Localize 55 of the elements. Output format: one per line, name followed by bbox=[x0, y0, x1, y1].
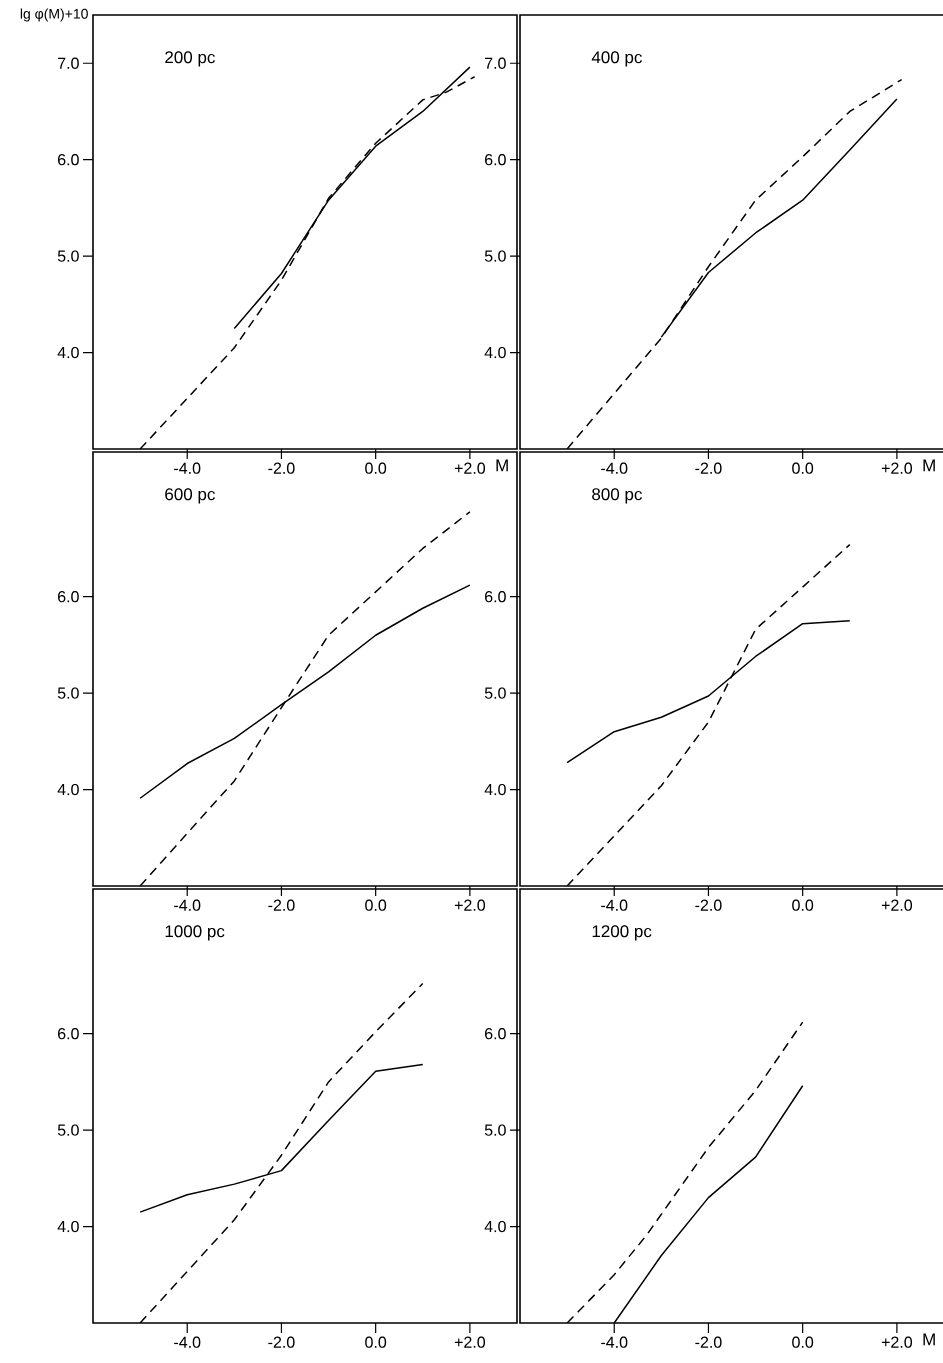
x-tick-label: -2.0 bbox=[268, 462, 295, 474]
x-tick-label: -4.0 bbox=[174, 462, 201, 474]
x-axis-title: M bbox=[923, 459, 935, 472]
x-tick-label: +2.0 bbox=[881, 462, 913, 474]
text: 1200 pc bbox=[592, 925, 652, 941]
x-tick-label: -2.0 bbox=[695, 462, 722, 474]
x-tick-label: -2.0 bbox=[268, 1336, 295, 1348]
y-tick-label: 7.0 bbox=[485, 57, 506, 69]
x-tick-label: 0.0 bbox=[792, 462, 814, 474]
x-tick-label: -2.0 bbox=[695, 899, 722, 911]
x-tick-label: +2.0 bbox=[454, 899, 486, 911]
y-tick-label: 4.0 bbox=[484, 1220, 506, 1233]
y-tick-label: 5.0 bbox=[57, 1124, 79, 1136]
y-tick-label: 6.0 bbox=[58, 591, 79, 603]
y-tick-label: 4.0 bbox=[484, 783, 506, 796]
x-tick-label: 0.0 bbox=[365, 1336, 387, 1348]
x-tick-label: -2.0 bbox=[695, 1336, 722, 1348]
x-tick-label: +2.0 bbox=[454, 462, 486, 474]
x-tick-label: +2.0 bbox=[881, 1336, 913, 1348]
y-tick-label: 5.0 bbox=[57, 250, 79, 262]
y-tick-label: 4.0 bbox=[57, 783, 79, 796]
x-axis-title: M bbox=[496, 459, 508, 472]
y-tick-label: 5.0 bbox=[57, 687, 79, 699]
y-tick-label: 5.0 bbox=[484, 687, 506, 699]
text: 600 pc bbox=[165, 488, 215, 504]
x-tick-label: +2.0 bbox=[881, 899, 913, 911]
y-tick-label: 7.0 bbox=[58, 57, 79, 69]
y-tick-label: 4.0 bbox=[484, 346, 506, 359]
x-tick-label: 0.0 bbox=[792, 899, 814, 911]
y-tick-label: 5.0 bbox=[484, 250, 506, 262]
x-axis-title: M bbox=[923, 1333, 935, 1346]
text: 1000 pc bbox=[165, 925, 225, 941]
x-tick-label: -4.0 bbox=[601, 1336, 628, 1348]
y-tick-label: 6.0 bbox=[485, 591, 506, 603]
x-tick-label: 0.0 bbox=[365, 899, 387, 911]
line-series bbox=[660, 98, 898, 338]
y-tick-label: 4.0 bbox=[57, 1220, 79, 1233]
y-tick-label: 5.0 bbox=[484, 1124, 506, 1136]
y-tick-label: 6.0 bbox=[485, 1028, 506, 1040]
y-tick-label: 4.0 bbox=[57, 346, 79, 359]
y-tick-label: 6.0 bbox=[485, 154, 506, 166]
text: 200 pc bbox=[165, 51, 215, 67]
x-tick-label: -4.0 bbox=[601, 462, 628, 474]
x-tick-label: -4.0 bbox=[174, 1336, 201, 1348]
y-axis-title: lg φ(M)+10 bbox=[20, 8, 88, 22]
y-tick-label: 6.0 bbox=[58, 1028, 79, 1040]
x-tick-label: -4.0 bbox=[174, 899, 201, 911]
x-tick-label: 0.0 bbox=[792, 1336, 814, 1348]
x-tick-label: -2.0 bbox=[268, 899, 295, 911]
text: 800 pc bbox=[592, 488, 642, 504]
x-tick-label: +2.0 bbox=[454, 1336, 486, 1348]
text: 400 pc bbox=[591, 51, 642, 67]
x-tick-label: 0.0 bbox=[365, 462, 387, 474]
y-tick-label: 6.0 bbox=[58, 154, 79, 166]
x-tick-label: -4.0 bbox=[601, 899, 628, 911]
